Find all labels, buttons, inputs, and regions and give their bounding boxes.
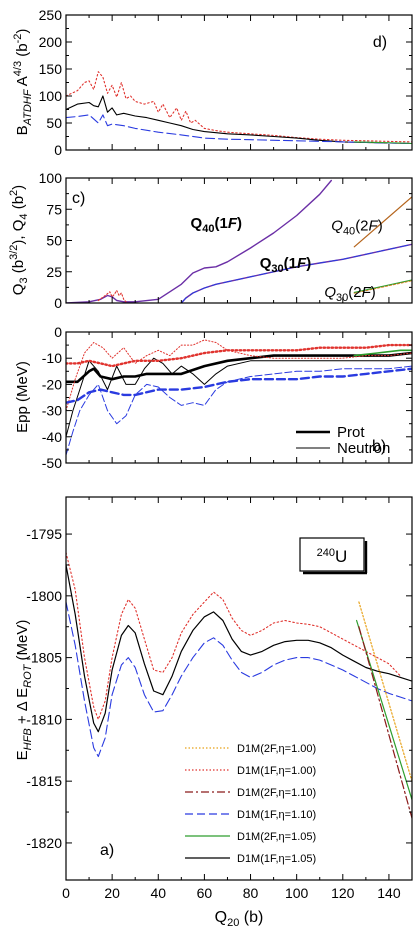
curve-annotation: Q40(2F) [331,218,382,238]
series-line-1 [97,289,127,303]
series-line-1 [66,357,412,438]
y-tick-label: 150 [39,61,63,77]
y-tick-label: -40 [42,429,62,445]
series-line-5 [358,626,412,819]
y-tick-label: -30 [42,403,62,419]
panel-label: b) [372,438,386,455]
y-tick-label: 0 [54,324,62,340]
series-line-2 [66,114,412,145]
series-line-0 [66,179,332,303]
series-line-3 [353,141,412,145]
panel-label: c) [72,190,85,207]
y-tick-label: -1800 [26,588,62,604]
y-tick-label: 200 [39,34,63,50]
series-line-2 [180,243,412,303]
x-tick-label: 60 [197,885,213,901]
y-tick-label: -1815 [26,773,62,789]
x-tick-label: 140 [377,885,401,901]
x-tick-label: 100 [285,885,309,901]
legend-label: D1M(1F,η=1.00) [237,765,316,777]
series-line-3 [358,601,412,782]
series-group [66,179,412,303]
y-tick-label: 100 [39,88,63,104]
legend-label: D1M(2F,η=1.05) [237,831,316,843]
series-line-5 [353,279,412,294]
legend-label: D1M(1F,η=1.05) [237,853,316,865]
y-tick-label: 50 [46,233,62,249]
panel-c: 0 25 50 75 100 c) Q3 (b3/2), Q4 (b2) Q40(1F) Q30… [8,170,413,311]
series-line-4 [353,196,412,248]
series-line-3 [66,339,412,412]
y-tick-label: -50 [42,455,62,471]
legend-label: Neutron [337,440,390,457]
series-line-0 [66,552,402,720]
y-axis-label: Q3 (b3/2), Q4 (b2) [8,185,30,295]
y-tick-label: -1820 [26,835,62,851]
series-line-0 [66,71,412,143]
x-tick-label: 80 [243,885,259,901]
y-tick-label: 250 [39,7,63,23]
legend-label: D1M(2F,η=1.10) [237,787,316,799]
y-tick-label: 100 [39,170,63,186]
x-tick-label: 120 [331,885,355,901]
y-tick-label: 75 [46,201,62,217]
series-line-4 [356,619,412,801]
x-tick-label: 20 [104,885,120,901]
series-line-2 [66,343,412,368]
series-line-6 [353,279,412,293]
nucleus-label: 240U [317,547,348,566]
y-tick-label: -1795 [26,526,62,542]
nucleus-label-box: 240U [299,537,368,575]
legend-label: Prot [337,424,365,441]
legend: D1M(2F,η=1.00) D1M(1F,η=1.00) D1M(2F,η=1.1… [185,743,316,865]
y-tick-label: -20 [42,376,62,392]
x-tick-label: 0 [62,885,70,901]
series-group [66,339,412,456]
y-tick-label: 25 [46,264,62,280]
panel-d: 0 50 100 150 200 250 d) BATDHF A4/3 (b-2) [12,7,413,158]
series-line-4 [66,367,412,404]
panel-a: -1820 -1815 -1810 -1805 -1800 -1795 0 20 40 60 80 1… [14,496,413,929]
plot-frame [65,14,413,151]
series-line-2 [66,601,412,758]
y-axis-label: Epp (MeV) [14,361,31,433]
series-line-0 [66,351,412,384]
series-group [66,71,412,145]
y-tick-label: -10 [42,350,62,366]
panel-label: a) [100,842,114,859]
y-tick-label: -1810 [26,711,62,727]
series-line-5 [66,365,412,456]
y-tick-label: -1805 [26,650,62,666]
series-line-1 [66,95,412,145]
y-tick-label: 50 [46,115,62,131]
curve-annotation: Q30(1F) [260,255,311,275]
panel-label: d) [373,34,387,51]
series-line-3 [180,243,412,303]
legend-label: D1M(1F,η=1.10) [237,809,316,821]
y-axis-label: EHFB + Δ EROT (MeV) [14,620,34,761]
x-tick-label: 40 [150,885,166,901]
x-axis-label: Q20 (b) [215,909,264,929]
series-line-6 [353,349,412,357]
series-line-1 [66,564,412,733]
y-tick-label: 0 [54,142,62,158]
y-axis-label: BATDHF A4/3 (b-2) [12,29,34,136]
y-tick-label: 0 [54,295,62,311]
curve-annotation: Q30(2F) [324,284,375,304]
curve-annotation: Q40(1F) [191,215,242,235]
series-group [66,552,412,819]
legend-label: D1M(2F,η=1.00) [237,743,316,755]
